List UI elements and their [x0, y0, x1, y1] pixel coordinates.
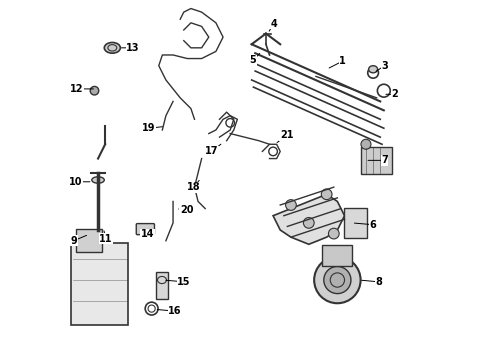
Text: 12: 12 [70, 84, 83, 94]
Text: 19: 19 [142, 123, 155, 133]
FancyBboxPatch shape [76, 229, 102, 252]
FancyBboxPatch shape [343, 208, 366, 238]
Text: 8: 8 [374, 277, 381, 287]
Text: 17: 17 [204, 147, 218, 157]
Text: 16: 16 [168, 306, 181, 316]
FancyBboxPatch shape [322, 246, 352, 266]
Text: 7: 7 [380, 156, 387, 165]
Text: 2: 2 [390, 89, 397, 99]
FancyBboxPatch shape [71, 243, 128, 325]
Circle shape [360, 139, 370, 149]
Text: 13: 13 [126, 43, 140, 53]
Text: 6: 6 [368, 220, 375, 230]
Circle shape [321, 189, 331, 200]
Text: 9: 9 [70, 236, 77, 246]
Text: 10: 10 [69, 177, 82, 187]
Text: 1: 1 [339, 56, 346, 66]
Text: 4: 4 [270, 18, 277, 28]
Circle shape [90, 86, 99, 95]
Ellipse shape [92, 177, 104, 183]
Text: 15: 15 [177, 277, 190, 287]
FancyBboxPatch shape [361, 147, 391, 174]
Text: 14: 14 [140, 229, 154, 239]
Circle shape [328, 228, 339, 239]
Text: 20: 20 [180, 205, 193, 215]
Ellipse shape [104, 42, 120, 53]
Polygon shape [272, 194, 344, 244]
FancyBboxPatch shape [156, 272, 167, 298]
Text: 11: 11 [99, 234, 112, 244]
FancyBboxPatch shape [136, 224, 154, 235]
Circle shape [285, 200, 296, 210]
Circle shape [313, 257, 360, 303]
Ellipse shape [368, 66, 377, 73]
Circle shape [303, 217, 313, 228]
Text: 18: 18 [186, 182, 200, 192]
Text: 3: 3 [380, 61, 387, 71]
Text: 5: 5 [249, 55, 256, 65]
Circle shape [323, 266, 350, 294]
Text: 21: 21 [279, 130, 293, 140]
